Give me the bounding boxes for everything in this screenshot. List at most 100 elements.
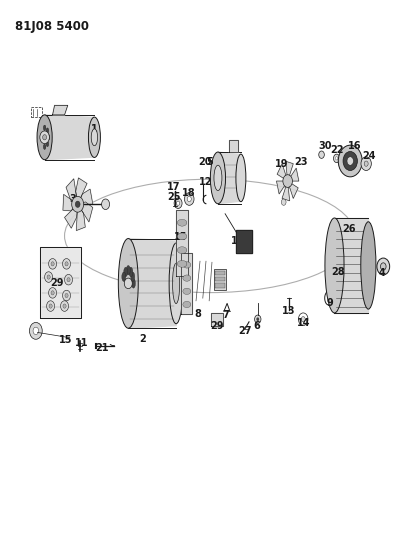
Ellipse shape — [177, 219, 187, 226]
Polygon shape — [65, 204, 78, 228]
Circle shape — [361, 157, 371, 171]
Circle shape — [75, 201, 80, 207]
Ellipse shape — [129, 267, 133, 277]
Ellipse shape — [361, 222, 376, 309]
Ellipse shape — [325, 218, 344, 313]
Text: 19: 19 — [275, 159, 288, 168]
Circle shape — [174, 198, 182, 208]
Polygon shape — [288, 168, 299, 181]
Ellipse shape — [183, 262, 191, 268]
Polygon shape — [229, 140, 238, 152]
Circle shape — [61, 301, 69, 311]
Circle shape — [338, 145, 362, 177]
Ellipse shape — [177, 247, 187, 254]
Circle shape — [63, 290, 71, 301]
Ellipse shape — [88, 117, 101, 157]
Circle shape — [347, 157, 354, 165]
Text: 27: 27 — [238, 326, 252, 336]
Ellipse shape — [169, 243, 183, 324]
Text: 3: 3 — [69, 194, 76, 204]
Ellipse shape — [236, 154, 246, 201]
Ellipse shape — [177, 261, 187, 267]
Ellipse shape — [118, 239, 138, 328]
Ellipse shape — [124, 267, 128, 277]
Circle shape — [40, 131, 49, 143]
Text: 15: 15 — [59, 335, 72, 345]
Ellipse shape — [183, 301, 191, 308]
Circle shape — [65, 274, 72, 285]
Circle shape — [43, 135, 46, 140]
Polygon shape — [78, 189, 93, 204]
Text: 21: 21 — [95, 343, 108, 353]
Circle shape — [187, 196, 191, 201]
Polygon shape — [78, 202, 93, 222]
Polygon shape — [128, 239, 176, 328]
Circle shape — [377, 258, 390, 275]
Ellipse shape — [131, 272, 135, 281]
Ellipse shape — [43, 125, 46, 131]
Circle shape — [48, 259, 57, 269]
Text: 12: 12 — [199, 177, 213, 187]
Text: 16: 16 — [347, 141, 361, 151]
Circle shape — [124, 278, 132, 289]
Ellipse shape — [91, 129, 98, 146]
Ellipse shape — [122, 272, 126, 281]
Text: 13: 13 — [282, 306, 296, 316]
Circle shape — [47, 275, 50, 279]
Circle shape — [283, 175, 292, 188]
Polygon shape — [76, 204, 85, 231]
Text: 18: 18 — [183, 188, 196, 198]
Circle shape — [335, 157, 338, 160]
Polygon shape — [176, 210, 188, 276]
Text: 29: 29 — [50, 278, 63, 288]
Circle shape — [29, 322, 42, 340]
Text: 4: 4 — [379, 268, 385, 278]
FancyBboxPatch shape — [215, 284, 225, 288]
Text: 20: 20 — [198, 157, 212, 167]
Ellipse shape — [177, 233, 187, 240]
Circle shape — [301, 317, 305, 322]
Text: 23: 23 — [294, 157, 307, 167]
Ellipse shape — [214, 165, 222, 191]
Circle shape — [48, 288, 57, 298]
Text: 28: 28 — [331, 267, 345, 277]
Circle shape — [72, 196, 84, 212]
Ellipse shape — [126, 265, 130, 275]
Ellipse shape — [46, 141, 48, 147]
Ellipse shape — [37, 115, 52, 160]
Ellipse shape — [131, 279, 135, 288]
Text: 1: 1 — [91, 124, 98, 134]
Text: 81J08 5400: 81J08 5400 — [15, 20, 89, 33]
Ellipse shape — [43, 144, 46, 149]
Text: 29: 29 — [210, 320, 224, 330]
Circle shape — [257, 318, 259, 321]
Circle shape — [381, 263, 386, 270]
Text: 15: 15 — [174, 232, 187, 243]
Circle shape — [343, 151, 358, 171]
Text: 5: 5 — [206, 157, 213, 167]
Polygon shape — [288, 181, 298, 198]
Circle shape — [185, 192, 194, 205]
Polygon shape — [44, 115, 95, 160]
Circle shape — [319, 151, 324, 158]
Text: 11: 11 — [75, 338, 88, 348]
FancyBboxPatch shape — [214, 269, 226, 290]
Ellipse shape — [46, 128, 48, 133]
Text: 25: 25 — [167, 192, 181, 202]
FancyBboxPatch shape — [332, 269, 341, 278]
Polygon shape — [236, 230, 252, 253]
Ellipse shape — [183, 288, 191, 294]
Circle shape — [33, 327, 39, 335]
Ellipse shape — [210, 152, 225, 204]
Polygon shape — [286, 161, 293, 181]
Circle shape — [364, 161, 368, 166]
Text: 10: 10 — [231, 236, 244, 246]
Text: 30: 30 — [318, 141, 331, 151]
Circle shape — [46, 301, 55, 311]
Circle shape — [101, 199, 109, 209]
Ellipse shape — [47, 135, 50, 140]
Text: 24: 24 — [363, 151, 376, 161]
Circle shape — [63, 304, 66, 308]
Text: 26: 26 — [342, 223, 356, 233]
Circle shape — [281, 199, 286, 205]
